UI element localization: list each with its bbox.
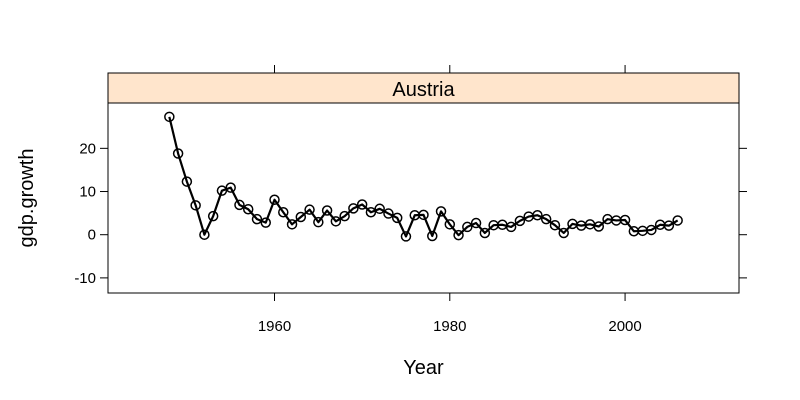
- axis-ticks: [100, 65, 747, 301]
- data-point: [418, 209, 429, 221]
- data-point: [313, 216, 324, 228]
- data-point: [295, 211, 307, 223]
- data-point: [593, 221, 605, 232]
- data-point: [646, 224, 657, 236]
- data-point: [330, 216, 342, 227]
- data-point: [479, 227, 491, 239]
- y-axis-title: gdp.growth: [16, 149, 38, 248]
- data-point: [427, 230, 438, 242]
- data-point: [558, 227, 569, 239]
- data-point: [234, 199, 245, 211]
- data-point: [672, 215, 683, 226]
- data-point: [242, 203, 254, 215]
- tick-labels: 1960 1980 2000 -10 0 10 20: [74, 140, 641, 335]
- data-point: [199, 229, 210, 240]
- data-point: [400, 231, 412, 242]
- data-point: [304, 204, 315, 215]
- panel-strip: [107, 72, 740, 104]
- x-axis-title: Year: [403, 357, 444, 379]
- y-tick-label: 0: [88, 227, 96, 244]
- x-tick-label: 1960: [258, 318, 291, 335]
- data-point: [374, 203, 385, 215]
- y-tick-label: 10: [79, 184, 96, 201]
- data-point: [356, 199, 368, 210]
- data-point: [365, 207, 377, 218]
- data-point: [207, 210, 219, 222]
- data-point: [619, 214, 631, 226]
- data-point: [663, 220, 675, 231]
- data-point: [391, 212, 403, 224]
- data-point: [505, 221, 517, 233]
- data-point: [251, 213, 263, 225]
- data-point: [470, 217, 482, 229]
- x-tick-label: 2000: [608, 318, 641, 335]
- data-point: [435, 206, 447, 217]
- data-point: [321, 205, 333, 216]
- data-point: [190, 200, 201, 211]
- y-tick-label: -10: [74, 270, 96, 287]
- data-point: [260, 217, 271, 228]
- data-point: [339, 210, 350, 222]
- data-point: [453, 229, 464, 241]
- data-point: [540, 213, 552, 225]
- data-point: [514, 215, 526, 227]
- plot-panel: [107, 102, 740, 294]
- data-point: [532, 210, 543, 221]
- data-points: [164, 111, 683, 242]
- data-point: [164, 111, 175, 123]
- series-line: [168, 116, 679, 238]
- data-point: [286, 219, 298, 230]
- data-point: [181, 176, 193, 187]
- data-point: [269, 194, 280, 205]
- data-point: [383, 208, 394, 219]
- data-point: [278, 207, 289, 218]
- x-tick-label: 1980: [433, 318, 466, 335]
- y-tick-label: 20: [79, 140, 96, 157]
- panel-strip-label: Austria: [392, 79, 455, 101]
- data-point: [348, 203, 359, 214]
- data-point: [172, 148, 184, 159]
- data-point: [225, 182, 236, 193]
- data-point: [549, 219, 561, 231]
- data-point: [462, 221, 473, 233]
- data-point: [444, 219, 456, 230]
